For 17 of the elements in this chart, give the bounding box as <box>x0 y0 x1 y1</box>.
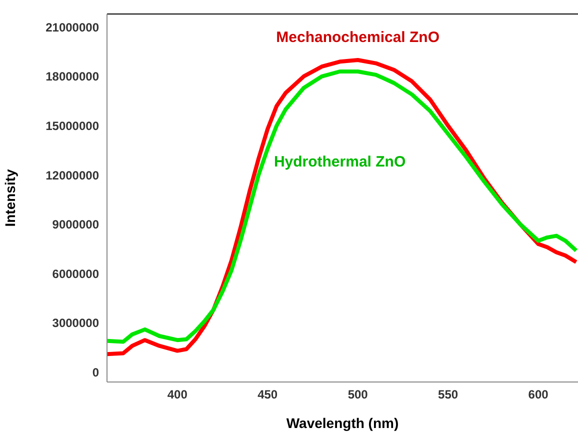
x-tick-label: 550 <box>438 388 458 402</box>
y-tick-label: 3000000 <box>52 316 100 330</box>
x-tick-label: 450 <box>258 388 278 402</box>
x-axis-title: Wavelength (nm) <box>286 415 399 431</box>
y-tick-label: 6000000 <box>52 266 100 281</box>
y-tick-label: 0 <box>92 365 100 380</box>
y-tick-label: 12000000 <box>46 168 100 182</box>
series-label: Hydrothermal ZnO <box>274 154 406 170</box>
x-tick-label: 600 <box>528 388 549 402</box>
y-tick-label: 15000000 <box>46 118 100 133</box>
y-axis-title: Intensity <box>2 169 18 227</box>
series-label: Mechanochemical ZnO <box>276 29 440 46</box>
y-tick-label: 21000000 <box>46 20 100 34</box>
y-tick-label: 9000000 <box>52 218 100 232</box>
x-tick-label: 500 <box>348 388 368 402</box>
y-tick-label: 18000000 <box>46 70 100 84</box>
x-tick-label: 400 <box>167 388 188 402</box>
